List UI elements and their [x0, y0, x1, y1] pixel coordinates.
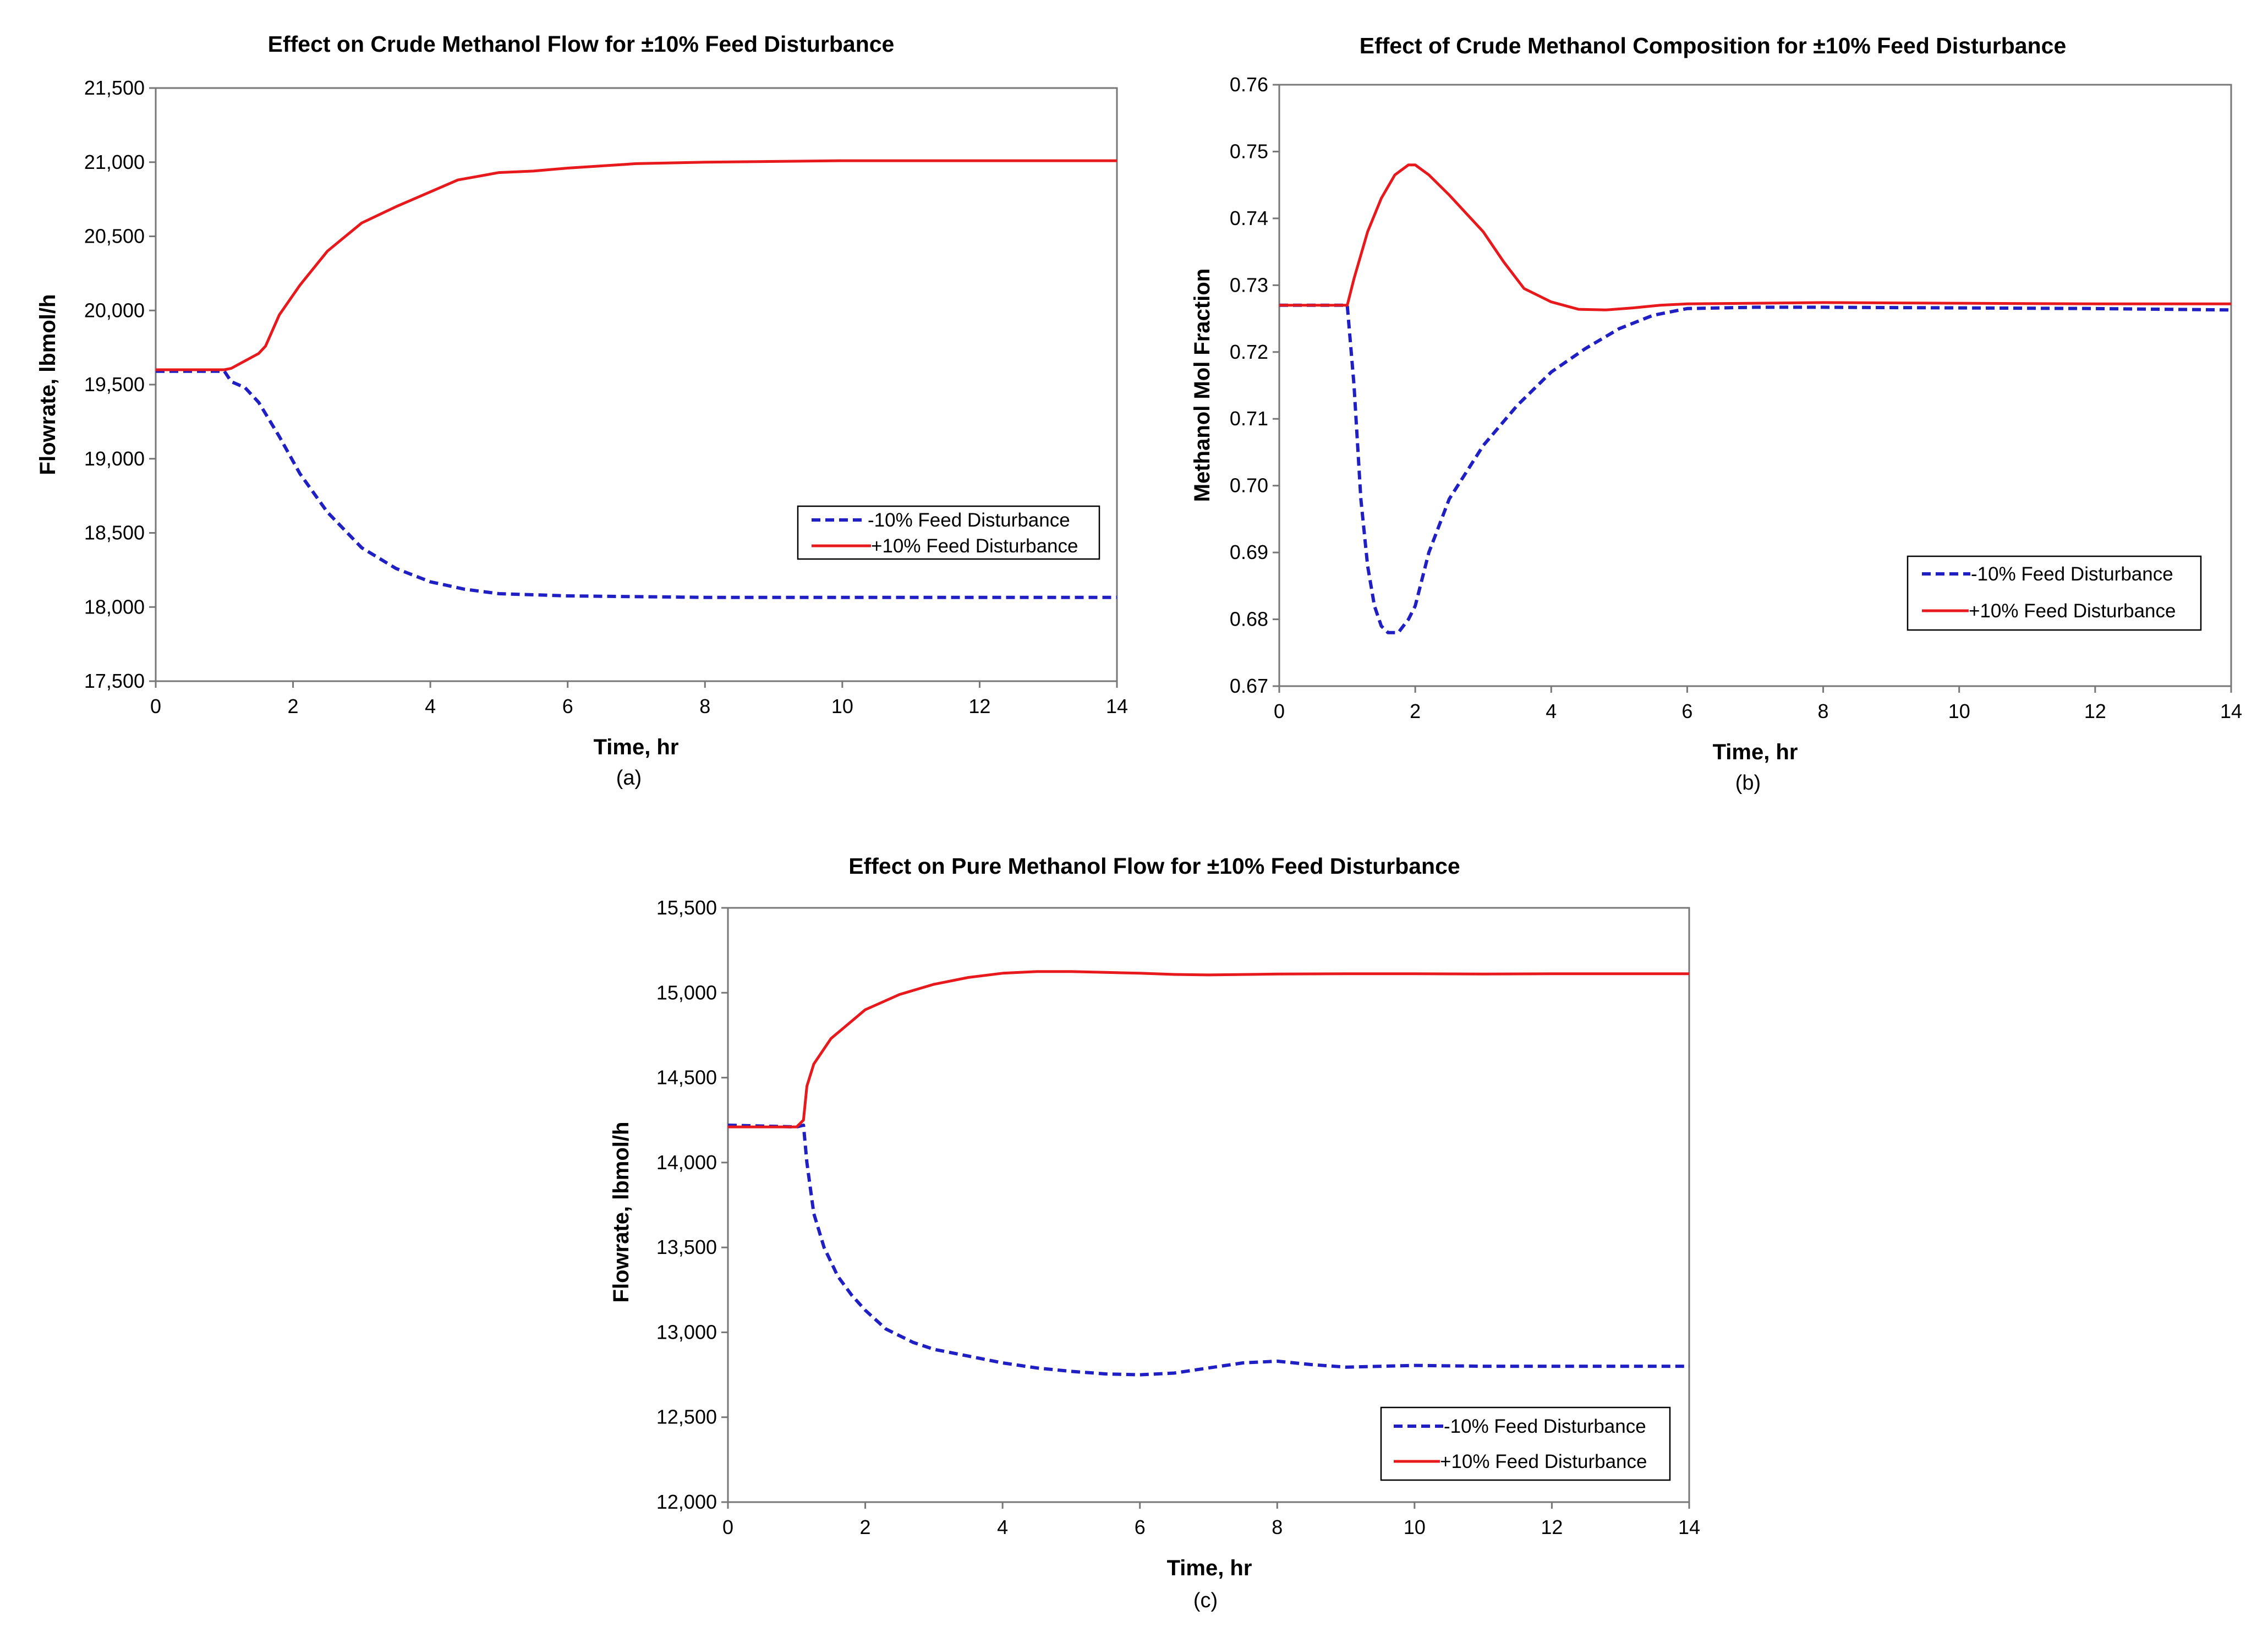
x-tick-label: 14	[1106, 695, 1128, 717]
x-tick-label: 8	[1272, 1516, 1283, 1538]
y-axis: 12,000 12,500 13,000 13,500 14,000 14,500 15,0…	[656, 896, 728, 1513]
y-tick-label: 20,000	[84, 299, 145, 321]
series-line-minus-10	[727, 1124, 1689, 1377]
y-tick-label: 18,500	[84, 522, 145, 544]
chart-crude-methanol-composition: Effect of Crude Methanol Composition for…	[1190, 33, 2242, 795]
x-tick-label: 14	[2220, 700, 2242, 722]
figure-caption: (a)	[616, 766, 642, 790]
y-tick-label: 0.70	[1230, 474, 1268, 497]
series-layer	[156, 159, 1117, 599]
x-tick-label: 0	[1274, 700, 1285, 722]
legend-box	[1380, 1406, 1671, 1481]
x-tick-label: 4	[997, 1516, 1008, 1538]
x-tick-label: 8	[699, 695, 710, 717]
series-line-plus-10	[156, 159, 1117, 371]
y-tick-label: 0.73	[1230, 273, 1268, 296]
y-tick-label: 13,000	[656, 1321, 717, 1343]
x-axis-label: Time, hr	[1713, 740, 1798, 764]
chart-crude-methanol-flow: Effect on Crude Methanol Flow for ±10% F…	[36, 31, 1128, 790]
series-line-plus-10	[728, 970, 1689, 1129]
x-axis: 0 2 4 6 8 10 12 14	[722, 1502, 1700, 1538]
x-tick-label: 12	[2084, 700, 2106, 722]
plot-area	[155, 87, 1118, 682]
y-tick-label: 0.71	[1230, 407, 1268, 430]
chart-pure-methanol-flow: Effect on Pure Methanol Flow for ±10% Fe…	[609, 853, 1700, 1612]
x-tick-label: 6	[562, 695, 573, 717]
y-tick-label: 21,000	[84, 151, 145, 173]
x-tick-label: 4	[425, 695, 436, 717]
legend-label: -10% Feed Disturbance	[1444, 1416, 1646, 1437]
y-tick-label: 19,000	[84, 447, 145, 470]
y-tick-label: 20,500	[84, 225, 145, 248]
y-tick-label: 0.72	[1230, 341, 1268, 363]
y-tick-label: 21,500	[84, 76, 145, 99]
x-axis-label: Time, hr	[1167, 1556, 1252, 1580]
x-axis: 0 2 4 6 8 10 12 14	[150, 681, 1128, 717]
y-axis: 17,500 18,000 18,500 19,000 19,500 20,000 20,5…	[84, 76, 156, 692]
series-line-minus-10	[156, 369, 1117, 599]
x-tick-label: 12	[968, 695, 990, 717]
y-tick-label: 15,500	[656, 896, 717, 919]
chart-title: Effect on Pure Methanol Flow for ±10% Fe…	[848, 853, 1460, 879]
chart-title: Effect on Crude Methanol Flow for ±10% F…	[268, 31, 895, 57]
y-tick-label: 17,500	[84, 670, 145, 692]
y-tick-label: 0.67	[1230, 675, 1268, 697]
y-tick-label: 18,000	[84, 595, 145, 618]
x-tick-label: 12	[1541, 1516, 1563, 1538]
series-layer	[727, 970, 1689, 1377]
legend-box	[797, 505, 1100, 560]
legend-box	[1907, 555, 2202, 631]
y-axis-label: Flowrate, lbmol/h	[36, 294, 60, 475]
x-tick-label: 4	[1546, 700, 1557, 722]
y-axis-label: Methanol Mol Fraction	[1190, 269, 1214, 502]
figure-caption: (c)	[1193, 1589, 1218, 1612]
series-line-minus-10	[1279, 303, 2232, 634]
x-axis: 0 2 4 6 8 10 12 14	[1274, 686, 2242, 722]
x-tick-label: 0	[722, 1516, 733, 1538]
y-axis-label: Flowrate, lbmol/h	[609, 1122, 633, 1303]
x-tick-label: 2	[860, 1516, 871, 1538]
y-tick-label: 12,000	[656, 1491, 717, 1513]
legend-label: +10% Feed Disturbance	[1969, 600, 2176, 622]
x-tick-label: 0	[150, 695, 161, 717]
y-tick-label: 15,000	[656, 981, 717, 1004]
y-tick-label: 0.74	[1230, 207, 1268, 229]
legend: -10% Feed Disturbance +10% Feed Disturba…	[1380, 1406, 1671, 1481]
x-tick-label: 2	[288, 695, 299, 717]
y-tick-label: 0.76	[1230, 73, 1268, 96]
x-tick-label: 10	[831, 695, 853, 717]
x-tick-label: 10	[1404, 1516, 1426, 1538]
x-axis-label: Time, hr	[594, 735, 679, 759]
x-tick-label: 10	[1948, 700, 1970, 722]
y-tick-label: 0.75	[1230, 140, 1268, 162]
x-tick-label: 2	[1410, 700, 1421, 722]
x-tick-label: 6	[1135, 1516, 1146, 1538]
y-axis: 0.67 0.68 0.69 0.70 0.71 0.72 0.73 0.74 0.75 0.76	[1230, 73, 1279, 697]
x-tick-label: 6	[1681, 700, 1692, 722]
legend-label: -10% Feed Disturbance	[1971, 563, 2173, 585]
legend-label: -10% Feed Disturbance	[868, 510, 1070, 531]
figure-caption: (b)	[1735, 771, 1761, 795]
legend-label: +10% Feed Disturbance	[1440, 1451, 1647, 1472]
y-tick-label: 0.68	[1230, 608, 1268, 631]
legend: -10% Feed Disturbance +10% Feed Disturba…	[797, 505, 1100, 560]
chart-title: Effect of Crude Methanol Composition for…	[1360, 33, 2067, 58]
legend-label: +10% Feed Disturbance	[871, 535, 1078, 557]
plot-area	[727, 907, 1690, 1503]
y-tick-label: 19,500	[84, 373, 145, 396]
series-layer	[1279, 163, 2232, 634]
y-tick-label: 14,500	[656, 1066, 717, 1089]
x-tick-label: 14	[1678, 1516, 1700, 1538]
y-tick-label: 0.69	[1230, 541, 1268, 563]
y-tick-label: 13,500	[656, 1236, 717, 1258]
y-tick-label: 12,500	[656, 1406, 717, 1428]
series-line-plus-10	[1279, 163, 2231, 311]
legend: -10% Feed Disturbance +10% Feed Disturba…	[1907, 555, 2202, 631]
x-tick-label: 8	[1818, 700, 1829, 722]
y-tick-label: 14,000	[656, 1151, 717, 1174]
